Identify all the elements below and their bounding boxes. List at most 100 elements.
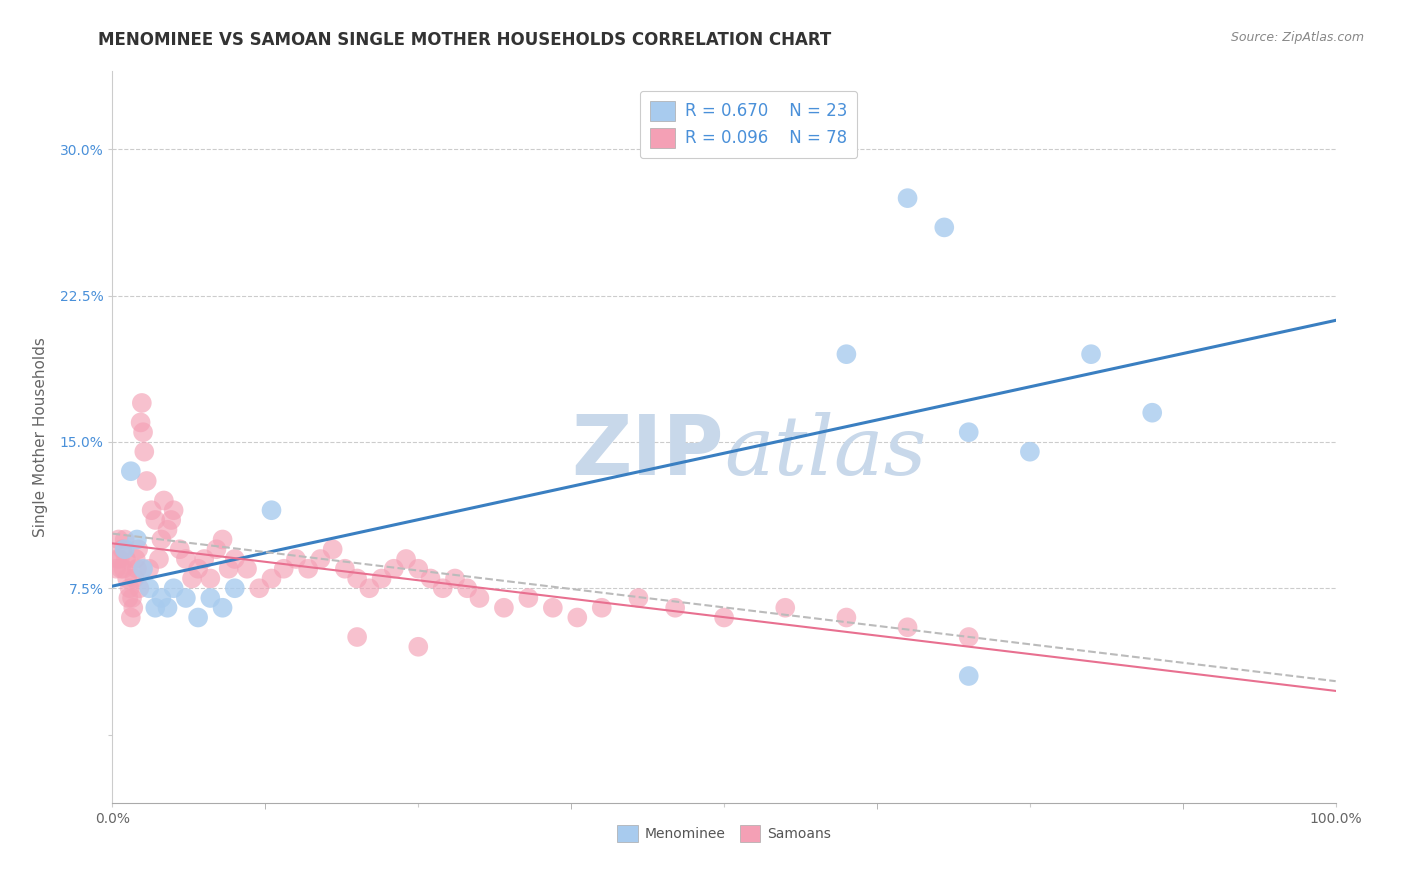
Point <box>163 581 186 595</box>
Point <box>115 552 138 566</box>
Point <box>627 591 650 605</box>
Point <box>359 581 381 595</box>
Point <box>211 600 233 615</box>
Point <box>1142 406 1164 420</box>
Point <box>346 572 368 586</box>
Point <box>444 572 467 586</box>
Point <box>125 552 148 566</box>
Point <box>211 533 233 547</box>
Point <box>897 620 920 634</box>
Point <box>114 542 136 557</box>
Point <box>150 533 173 547</box>
Point <box>200 591 222 605</box>
Point <box>141 503 163 517</box>
Point <box>224 552 246 566</box>
Point <box>193 552 215 566</box>
Point <box>156 600 179 615</box>
Point <box>108 552 131 566</box>
Point <box>957 630 980 644</box>
Point <box>134 444 156 458</box>
Point <box>260 503 283 517</box>
Text: Source: ZipAtlas.com: Source: ZipAtlas.com <box>1230 31 1364 45</box>
Point <box>132 562 155 576</box>
Point <box>322 542 344 557</box>
Point <box>333 562 356 576</box>
Point <box>127 542 149 557</box>
Point <box>200 572 222 586</box>
Point <box>110 562 132 576</box>
Point <box>236 562 259 576</box>
Text: atlas: atlas <box>724 412 927 491</box>
Point <box>517 591 540 605</box>
Point <box>132 425 155 440</box>
Point <box>174 591 197 605</box>
Point <box>107 533 129 547</box>
Point <box>835 347 858 361</box>
Point <box>129 416 152 430</box>
Point <box>114 533 136 547</box>
Point <box>143 600 166 615</box>
Point <box>111 542 134 557</box>
Point <box>187 562 209 576</box>
Point <box>382 562 405 576</box>
Point <box>897 191 920 205</box>
Point <box>835 610 858 624</box>
Point <box>247 581 270 595</box>
Point <box>138 581 160 595</box>
Point <box>148 552 170 566</box>
Point <box>419 572 441 586</box>
Point <box>174 552 197 566</box>
Point <box>408 640 430 654</box>
Point <box>957 425 980 440</box>
Point <box>260 572 283 586</box>
Point <box>105 562 128 576</box>
Point <box>297 562 319 576</box>
Point <box>118 581 141 595</box>
Point <box>1018 444 1040 458</box>
Point <box>224 581 246 595</box>
Text: MENOMINEE VS SAMOAN SINGLE MOTHER HOUSEHOLDS CORRELATION CHART: MENOMINEE VS SAMOAN SINGLE MOTHER HOUSEH… <box>98 31 832 49</box>
Point <box>138 562 160 576</box>
Point <box>153 493 176 508</box>
Point <box>115 572 138 586</box>
Y-axis label: Single Mother Households: Single Mother Households <box>34 337 48 537</box>
Point <box>125 533 148 547</box>
Point <box>309 552 332 566</box>
Point <box>408 562 430 576</box>
Point <box>775 600 797 615</box>
Point <box>150 591 173 605</box>
Point <box>567 610 589 624</box>
Point <box>218 562 240 576</box>
Point <box>456 581 478 595</box>
Point <box>122 600 145 615</box>
Point <box>664 600 686 615</box>
Point <box>105 552 128 566</box>
Point <box>117 591 139 605</box>
Point <box>169 542 191 557</box>
Point <box>934 220 956 235</box>
Point <box>395 552 418 566</box>
Point <box>125 562 148 576</box>
Point <box>163 503 186 517</box>
Point <box>131 396 153 410</box>
Point <box>143 513 166 527</box>
Point <box>273 562 295 576</box>
Point <box>124 572 146 586</box>
Point <box>957 669 980 683</box>
Point <box>128 581 150 595</box>
Point <box>346 630 368 644</box>
Point <box>112 562 135 576</box>
Point <box>468 591 491 605</box>
Point <box>181 572 204 586</box>
Point <box>160 513 183 527</box>
Point <box>120 464 142 478</box>
Point <box>135 474 157 488</box>
Point <box>120 610 142 624</box>
Legend: Menominee, Samoans: Menominee, Samoans <box>612 819 837 847</box>
Point <box>156 523 179 537</box>
Point <box>713 610 735 624</box>
Text: ZIP: ZIP <box>572 411 724 492</box>
Point <box>541 600 564 615</box>
Point <box>591 600 613 615</box>
Point <box>492 600 515 615</box>
